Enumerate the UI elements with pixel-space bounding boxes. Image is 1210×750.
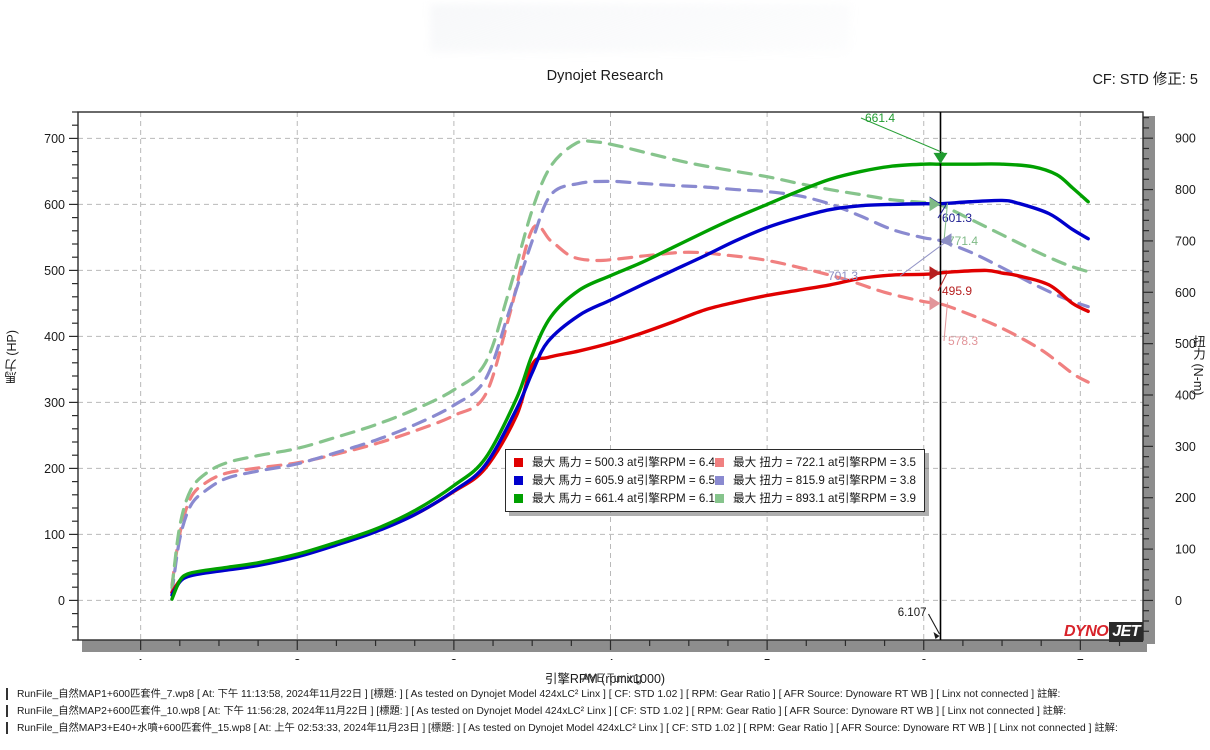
annotation-arrow-head bbox=[929, 197, 941, 212]
annotation-leader bbox=[899, 238, 950, 277]
legend-tq-text: 最大 扭力 = 815.9 at引擎RPM = 3.8 bbox=[733, 474, 916, 487]
y-axis-left-tick-label: 100 bbox=[44, 528, 65, 542]
legend-hp-text: 最大 馬力 = 605.9 at引擎RPM = 6.5 bbox=[532, 474, 715, 487]
cursor-annotations: 661.4 601.3 771.4 701.3 495.9 578.3 bbox=[828, 111, 978, 348]
x-axis-tick-label: 1 bbox=[137, 657, 144, 660]
aye-tuning-label: AYE Tuning bbox=[582, 673, 642, 685]
run-flag-icon bbox=[6, 722, 14, 734]
run-file-text: RunFile_自然MAP1+600匹套件_7.wp8 [ At: 下午 11:… bbox=[17, 689, 1061, 700]
plot-area[interactable]: 0 100 200 300 400 500 600 700 0 100 200 300 400 500 60… bbox=[0, 100, 1210, 660]
grid-lines bbox=[78, 112, 1143, 640]
y-axis-right-tick-label: 700 bbox=[1175, 234, 1196, 248]
y-axis-left-tick-label: 300 bbox=[44, 396, 65, 410]
dynojet-logo: DYNO JET bbox=[1063, 622, 1144, 642]
cursor-arrow-head bbox=[933, 632, 940, 639]
run-file-row[interactable]: RunFile_自然MAP1+600匹套件_7.wp8 [ At: 下午 11:… bbox=[0, 686, 1210, 703]
annotation-arrow-head bbox=[929, 266, 941, 281]
annotation-value: 578.3 bbox=[948, 334, 978, 348]
watermark-smudge bbox=[430, 4, 850, 52]
legend-tq-text: 最大 扭力 = 722.1 at引擎RPM = 3.5 bbox=[733, 456, 916, 469]
dyno-plot-svg[interactable]: 0 100 200 300 400 500 600 700 0 100 200 300 400 500 60… bbox=[0, 100, 1210, 660]
x-axis-tick-label: 6 bbox=[920, 657, 927, 660]
y-axis-left-tick-label: 500 bbox=[44, 264, 65, 278]
x-axis-tick-label: 4 bbox=[607, 657, 614, 660]
x-axis-title: 引擎RPM (rpmx1000) bbox=[544, 672, 666, 686]
y-axis-right-tick-label: 100 bbox=[1175, 543, 1196, 557]
legend-hp-swatch bbox=[514, 453, 532, 471]
x-axis-tick-label: 7 bbox=[1077, 657, 1084, 660]
legend-hp-swatch bbox=[514, 489, 532, 507]
legend-hp-text: 最大 馬力 = 661.4 at引擎RPM = 6.1 bbox=[532, 492, 715, 505]
annotation-arrow-head bbox=[933, 152, 948, 164]
x-axis-tick-label: 3 bbox=[450, 657, 457, 660]
legend-row: 最大 馬力 = 605.9 at引擎RPM = 6.5 最大 扭力 = 815.9… bbox=[514, 471, 916, 489]
annotation-value: 495.9 bbox=[942, 284, 972, 298]
legend-hp-text: 最大 馬力 = 500.3 at引擎RPM = 6.4 bbox=[532, 456, 715, 469]
annotation-leader bbox=[937, 271, 948, 292]
x-axis-tick-label: 2 bbox=[294, 657, 301, 660]
y-axis-right-tick-label: 400 bbox=[1175, 389, 1196, 403]
legend-row: 最大 馬力 = 661.4 at引擎RPM = 6.1 最大 扭力 = 893.1… bbox=[514, 489, 916, 507]
run-file-text: RunFile_自然MAP2+600匹套件_10.wp8 [ At: 下午 11… bbox=[17, 706, 1067, 717]
y-axis-right-tick-label: 800 bbox=[1175, 183, 1196, 197]
y-axis-right-tick-label: 0 bbox=[1175, 594, 1182, 608]
frame-shadow-right bbox=[1143, 116, 1155, 644]
x-axis-tick-label: 5 bbox=[764, 657, 771, 660]
series-path bbox=[170, 179, 1090, 595]
series-path bbox=[170, 162, 1090, 601]
y-axis-right-title: 扭力 (N-m) bbox=[1191, 335, 1205, 396]
annotation-leader bbox=[937, 202, 948, 219]
run-file-row[interactable]: RunFile_自然MAP3+E40+水噴+600匹套件_15.wp8 [ At… bbox=[0, 720, 1210, 737]
annotation-value: 771.4 bbox=[948, 234, 978, 248]
y-axis-right-tick-label: 900 bbox=[1175, 132, 1196, 146]
cursor-rpm-label: 6.107 bbox=[898, 607, 927, 619]
dynojet-logo-dyno: DYNO bbox=[1064, 623, 1109, 640]
y-axis-right-tick-label: 200 bbox=[1175, 491, 1196, 505]
series-path bbox=[170, 223, 1090, 587]
legend-box: 最大 馬力 = 500.3 at引擎RPM = 6.4 最大 扭力 = 722.1… bbox=[505, 449, 925, 512]
dynojet-logo-jet: JET bbox=[1109, 622, 1144, 642]
y-axis-left-tick-label: 600 bbox=[44, 198, 65, 212]
y-axis-left-tick-label: 0 bbox=[58, 594, 65, 608]
legend-tq-text: 最大 扭力 = 893.1 at引擎RPM = 3.9 bbox=[733, 492, 916, 505]
annotation-arrow-head bbox=[940, 233, 952, 248]
y-axis-right-tick-label: 600 bbox=[1175, 286, 1196, 300]
legend-table: 最大 馬力 = 500.3 at引擎RPM = 6.4 最大 扭力 = 722.1… bbox=[514, 453, 916, 507]
legend-tq-swatch bbox=[715, 489, 733, 507]
y-axis-right-tick-label: 300 bbox=[1175, 440, 1196, 454]
legend-row: 最大 馬力 = 500.3 at引擎RPM = 6.4 最大 扭力 = 722.1… bbox=[514, 453, 916, 471]
annotation-value: 701.3 bbox=[828, 269, 858, 283]
chart-header: Dynojet Research CF: STD 修正: 5 bbox=[0, 68, 1210, 90]
correction-factor-label: CF: STD 修正: 5 bbox=[1092, 72, 1198, 88]
y-axis-left-tick-label: 200 bbox=[44, 462, 65, 476]
run-file-text: RunFile_自然MAP3+E40+水噴+600匹套件_15.wp8 [ At… bbox=[17, 723, 1118, 734]
run-file-row[interactable]: RunFile_自然MAP2+600匹套件_10.wp8 [ At: 下午 11… bbox=[0, 703, 1210, 720]
run-flag-icon bbox=[6, 688, 14, 700]
annotation-value: 601.3 bbox=[942, 211, 972, 225]
axis-ticks: 0 100 200 300 400 500 600 700 0 100 200 300 400 500 60… bbox=[44, 111, 1196, 660]
frame-shadow-bottom bbox=[82, 640, 1147, 652]
annotation-leader bbox=[943, 203, 949, 242]
legend-hp-swatch bbox=[514, 471, 532, 489]
y-axis-right-tick-label: 500 bbox=[1175, 337, 1196, 351]
legend-tq-swatch bbox=[715, 471, 733, 489]
page-title: Dynojet Research bbox=[546, 68, 664, 84]
y-axis-left-tick-label: 700 bbox=[44, 132, 65, 146]
run-file-list: RunFile_自然MAP1+600匹套件_7.wp8 [ At: 下午 11:… bbox=[0, 686, 1210, 737]
annotation-leader bbox=[943, 302, 949, 342]
annotation-arrow-head bbox=[929, 296, 941, 311]
y-axis-left-tick-label: 400 bbox=[44, 330, 65, 344]
cursor-arrow-line bbox=[928, 613, 940, 635]
series-path bbox=[170, 198, 1090, 597]
annotation-leader bbox=[860, 117, 944, 154]
run-flag-icon bbox=[6, 705, 14, 717]
annotation-value: 661.4 bbox=[865, 111, 895, 125]
legend-tq-swatch bbox=[715, 453, 733, 471]
